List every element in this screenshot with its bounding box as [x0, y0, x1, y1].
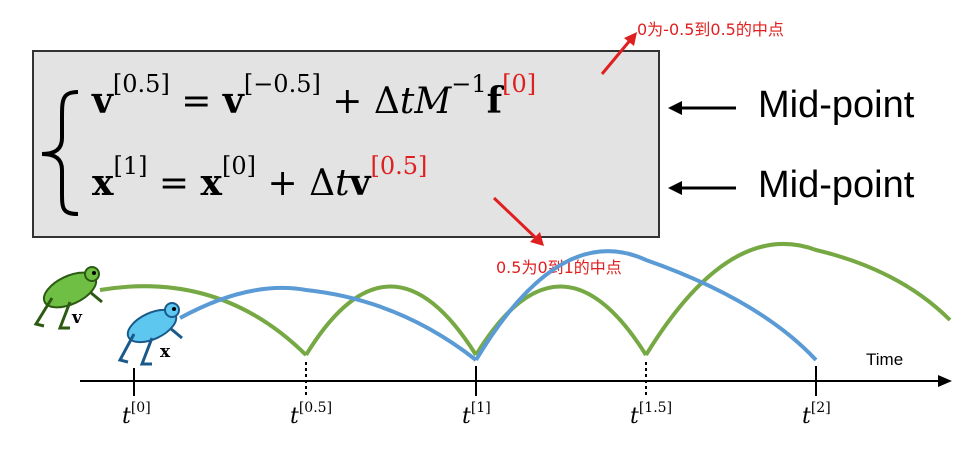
equation-box — [32, 50, 660, 238]
eq2-rhs-var: x — [200, 162, 223, 204]
tick-label-2-t: t — [802, 404, 811, 429]
tick-label-1-5-t: t — [630, 404, 639, 429]
green-frog-label: v — [72, 308, 82, 328]
eq1-f-sup: [0] — [502, 70, 537, 98]
blue-arc-a — [179, 286, 478, 362]
eq2-lhs-var: x — [92, 162, 114, 204]
green-arc-4 — [644, 241, 952, 357]
eq1-t: t — [399, 81, 415, 122]
tick-label-1-5: t[1.5] — [630, 400, 672, 429]
eq1-equals: = — [181, 81, 212, 122]
eq1-rhs-var: v — [222, 80, 244, 122]
eq1-rhs-sup: [−0.5] — [243, 70, 321, 98]
eq1-lhs-sup: [0.5] — [112, 70, 170, 98]
eq1-f: f — [486, 80, 503, 122]
eq2-equals: = — [158, 163, 190, 204]
tick-label-1: t[1] — [462, 400, 491, 429]
eq1-lhs-var: v — [92, 80, 113, 122]
tick-label-1-5-sup: [1.5] — [638, 400, 673, 416]
tick-label-0-5-t: t — [290, 404, 299, 429]
eq1-delta: Δ — [373, 81, 400, 122]
eq2-lhs-sup: [1] — [113, 152, 148, 180]
eq1-plus: + — [332, 81, 363, 122]
tick-label-2: t[2] — [802, 400, 831, 429]
equation-position: x[1] = x[0] + Δtv[0.5] — [92, 152, 427, 204]
axis-title: Time — [866, 350, 904, 369]
eq2-delta: Δ — [309, 163, 336, 204]
eq2-rhs-sup: [0] — [222, 152, 257, 180]
green-arc-1 — [99, 284, 308, 357]
green-frog-icon — [33, 266, 103, 330]
tick-label-1-sup: [1] — [470, 400, 491, 416]
annotation-top: 0为-0.5到0.5的中点 — [637, 20, 784, 39]
tick-label-0-t: t — [122, 404, 131, 429]
blue-frog-icon — [117, 302, 183, 366]
eq2-t: t — [335, 163, 350, 204]
red-arrow-bottom — [492, 196, 540, 242]
blue-frog-label: x — [160, 342, 171, 362]
tick-label-0-5-sup: [0.5] — [298, 400, 333, 416]
eq2-v-sup: [0.5] — [370, 152, 428, 180]
tick-label-0-5: t[0.5] — [290, 400, 332, 429]
tick-label-0-sup: [0] — [130, 400, 151, 416]
midpoint-label-1: Mid-point — [758, 84, 915, 126]
blue-arc-b — [474, 249, 818, 362]
red-arrow-top — [600, 37, 634, 75]
axis-arrowhead — [938, 375, 952, 387]
tick-label-1-t: t — [462, 404, 471, 429]
eq2-plus: + — [267, 163, 298, 204]
eq2-v: v — [349, 162, 371, 204]
left-brace — [41, 90, 79, 216]
tick-label-2-sup: [2] — [810, 400, 831, 416]
green-arc-2 — [304, 284, 478, 357]
tick-label-0: t[0] — [122, 400, 151, 429]
eq1-M-sup: −1 — [451, 70, 487, 98]
midpoint-label-2: Mid-point — [758, 164, 915, 206]
equation-velocity: v[0.5] = v[−0.5] + ΔtM−1f[0] — [92, 70, 536, 122]
eq1-M: M — [414, 81, 452, 122]
